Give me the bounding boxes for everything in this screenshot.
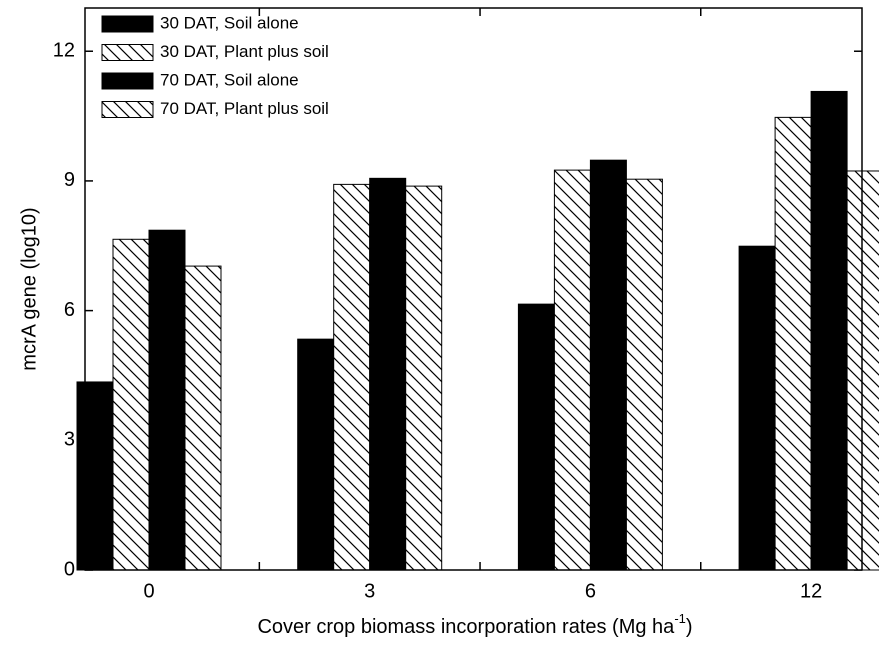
y-tick-label: 6 bbox=[64, 299, 75, 321]
x-axis-label: Cover crop biomass incorporation rates (… bbox=[257, 611, 692, 638]
x-axis-label-sup: -1 bbox=[674, 611, 686, 626]
x-axis-label-end: ) bbox=[686, 616, 693, 638]
bar bbox=[112, 238, 150, 571]
bar bbox=[76, 381, 114, 571]
bar bbox=[774, 116, 812, 571]
bar bbox=[184, 265, 222, 571]
bar bbox=[517, 303, 555, 571]
legend-swatch bbox=[101, 44, 154, 61]
bar bbox=[738, 245, 776, 571]
bar bbox=[369, 177, 407, 571]
x-axis-label-main: Cover crop biomass incorporation rates (… bbox=[257, 616, 675, 638]
y-tick-label: 9 bbox=[64, 169, 75, 191]
legend-label: 30 DAT, Plant plus soil bbox=[160, 42, 329, 61]
legend-label: 30 DAT, Soil alone bbox=[160, 13, 299, 32]
legend-swatch bbox=[101, 101, 154, 118]
bar bbox=[810, 90, 848, 571]
y-tick-label: 0 bbox=[64, 558, 75, 580]
bar bbox=[589, 159, 627, 571]
legend-label: 70 DAT, Plant plus soil bbox=[160, 99, 329, 118]
bar bbox=[553, 169, 591, 571]
x-tick-label: 12 bbox=[800, 580, 822, 602]
bar bbox=[846, 170, 879, 571]
bar bbox=[625, 178, 663, 571]
bar bbox=[333, 183, 371, 571]
x-tick-label: 0 bbox=[143, 580, 154, 602]
x-tick-label: 3 bbox=[364, 580, 375, 602]
bar bbox=[405, 185, 443, 571]
legend-swatch bbox=[101, 15, 154, 33]
legend-swatch bbox=[101, 72, 154, 90]
y-axis-label: mcrA gene (log10) bbox=[18, 207, 40, 370]
legend-label: 70 DAT, Soil alone bbox=[160, 70, 299, 89]
x-tick-label: 6 bbox=[585, 580, 596, 602]
plot-frame bbox=[84, 7, 863, 571]
bar bbox=[297, 338, 335, 571]
y-tick-label: 12 bbox=[53, 40, 75, 62]
bar bbox=[148, 229, 186, 571]
y-tick-label: 3 bbox=[64, 429, 75, 451]
